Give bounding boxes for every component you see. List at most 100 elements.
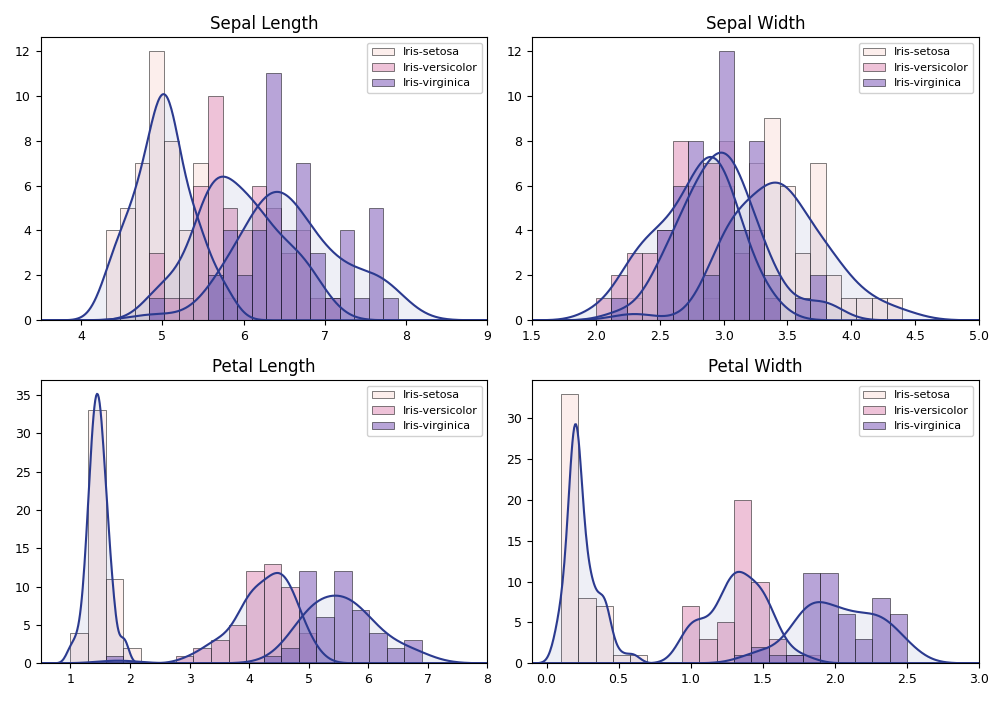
- Bar: [767, 655, 785, 663]
- Title: Petal Width: Petal Width: [707, 358, 802, 376]
- Bar: [281, 253, 296, 320]
- Bar: [179, 298, 194, 320]
- Bar: [386, 648, 404, 663]
- Bar: [809, 163, 824, 320]
- Legend: Iris-setosa, Iris-versicolor, Iris-virginica: Iris-setosa, Iris-versicolor, Iris-virgi…: [858, 43, 973, 93]
- Bar: [179, 231, 194, 320]
- Bar: [794, 298, 809, 320]
- Bar: [281, 648, 299, 663]
- Bar: [334, 571, 351, 663]
- Bar: [325, 298, 339, 320]
- Bar: [105, 579, 123, 663]
- Bar: [266, 74, 281, 320]
- Bar: [750, 647, 767, 663]
- Bar: [105, 231, 120, 320]
- Bar: [855, 639, 872, 663]
- Bar: [561, 394, 578, 663]
- Title: Sepal Width: Sepal Width: [705, 15, 804, 33]
- Bar: [887, 298, 902, 320]
- Bar: [316, 618, 334, 663]
- Bar: [687, 141, 702, 320]
- Bar: [149, 50, 163, 320]
- Bar: [266, 208, 281, 320]
- Bar: [733, 253, 748, 320]
- Bar: [163, 298, 179, 320]
- Bar: [339, 231, 354, 320]
- Bar: [299, 571, 316, 663]
- Legend: Iris-setosa, Iris-versicolor, Iris-virginica: Iris-setosa, Iris-versicolor, Iris-virgi…: [858, 386, 973, 436]
- Bar: [281, 231, 296, 320]
- Bar: [611, 275, 626, 320]
- Bar: [718, 186, 733, 320]
- Bar: [194, 648, 211, 663]
- Bar: [252, 231, 266, 320]
- Bar: [802, 573, 819, 663]
- Bar: [672, 141, 687, 320]
- Bar: [310, 253, 325, 320]
- Title: Petal Length: Petal Length: [212, 358, 316, 376]
- Bar: [856, 298, 871, 320]
- Bar: [809, 275, 824, 320]
- Bar: [163, 141, 179, 320]
- Legend: Iris-setosa, Iris-versicolor, Iris-virginica: Iris-setosa, Iris-versicolor, Iris-virgi…: [367, 386, 481, 436]
- Bar: [702, 163, 718, 320]
- Bar: [748, 163, 763, 320]
- Bar: [612, 655, 630, 663]
- Bar: [718, 50, 733, 320]
- Bar: [681, 606, 699, 663]
- Bar: [149, 298, 163, 320]
- Bar: [134, 163, 149, 320]
- Bar: [176, 655, 194, 663]
- Bar: [351, 610, 369, 663]
- Bar: [687, 186, 702, 320]
- Bar: [733, 500, 750, 663]
- Bar: [802, 655, 819, 663]
- Bar: [657, 231, 672, 320]
- Bar: [785, 655, 802, 663]
- Bar: [763, 118, 779, 320]
- Bar: [383, 298, 398, 320]
- Bar: [748, 231, 763, 320]
- Bar: [750, 582, 767, 663]
- Title: Sepal Length: Sepal Length: [210, 15, 318, 33]
- Bar: [733, 231, 748, 320]
- Bar: [252, 186, 266, 320]
- Bar: [123, 648, 140, 663]
- Bar: [837, 614, 855, 663]
- Bar: [824, 275, 841, 320]
- Bar: [794, 253, 809, 320]
- Bar: [596, 298, 611, 320]
- Bar: [296, 163, 310, 320]
- Bar: [871, 298, 887, 320]
- Bar: [578, 598, 595, 663]
- Bar: [841, 298, 856, 320]
- Bar: [702, 275, 718, 320]
- Bar: [767, 639, 785, 663]
- Bar: [657, 231, 672, 320]
- Bar: [246, 571, 264, 663]
- Bar: [763, 275, 779, 320]
- Bar: [595, 606, 612, 663]
- Bar: [641, 253, 657, 320]
- Bar: [70, 632, 88, 663]
- Bar: [354, 298, 368, 320]
- Bar: [716, 622, 733, 663]
- Bar: [889, 614, 906, 663]
- Bar: [368, 208, 383, 320]
- Bar: [105, 655, 123, 663]
- Bar: [672, 186, 687, 320]
- Bar: [208, 275, 223, 320]
- Bar: [702, 298, 718, 320]
- Bar: [237, 231, 252, 320]
- Bar: [264, 564, 281, 663]
- Bar: [237, 275, 252, 320]
- Bar: [296, 231, 310, 320]
- Bar: [194, 163, 208, 320]
- Bar: [264, 655, 281, 663]
- Bar: [733, 231, 748, 320]
- Bar: [149, 253, 163, 320]
- Bar: [229, 625, 246, 663]
- Bar: [630, 655, 647, 663]
- Bar: [718, 141, 733, 320]
- Bar: [310, 298, 325, 320]
